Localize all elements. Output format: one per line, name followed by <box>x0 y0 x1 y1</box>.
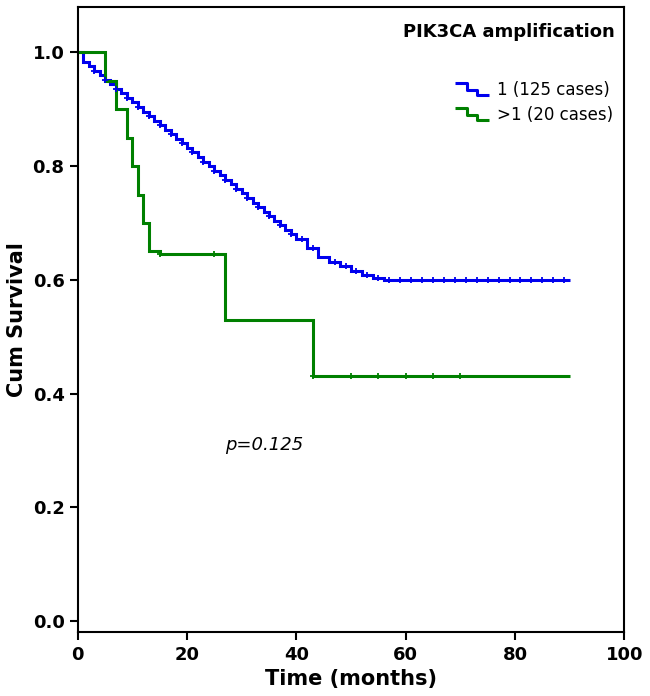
Y-axis label: Cum Survival: Cum Survival <box>7 242 27 397</box>
X-axis label: Time (months): Time (months) <box>265 669 437 689</box>
Text: PIK3CA amplification: PIK3CA amplification <box>403 22 615 40</box>
Text: p=0.125: p=0.125 <box>226 436 304 454</box>
Legend: 1 (125 cases), >1 (20 cases): 1 (125 cases), >1 (20 cases) <box>456 81 613 124</box>
